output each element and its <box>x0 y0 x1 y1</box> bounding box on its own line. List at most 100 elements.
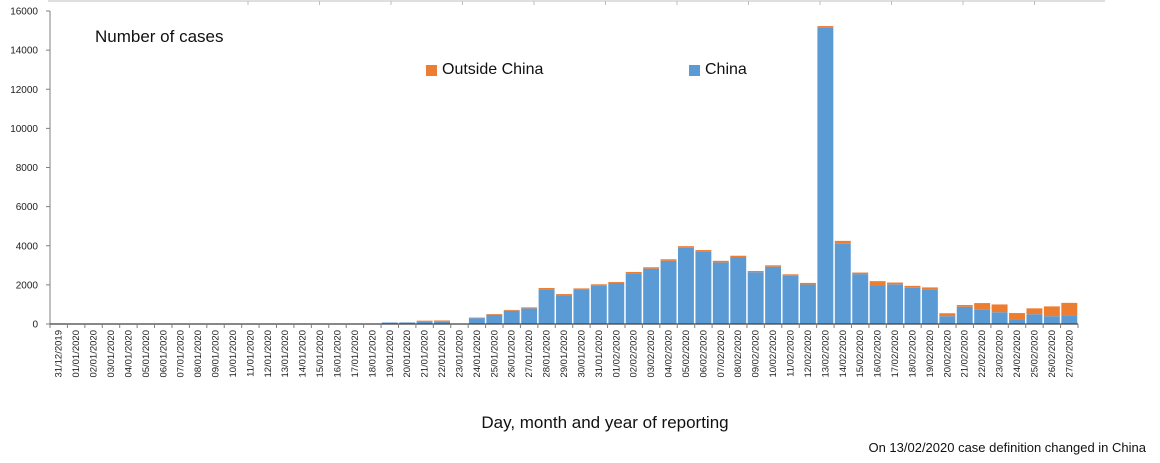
x-tick-label: 03/01/2020 <box>106 330 117 378</box>
bar-china <box>887 284 904 324</box>
x-tick-label: 16/02/2020 <box>873 330 884 378</box>
bars <box>50 26 1078 325</box>
bar-outside-china <box>1061 302 1078 316</box>
legend-item-outside-china: Outside China <box>426 61 543 79</box>
x-tick-label: 20/01/2020 <box>402 330 413 378</box>
x-tick-label: 19/02/2020 <box>925 330 936 378</box>
x-tick-label: 21/02/2020 <box>960 330 971 378</box>
bar-china <box>608 282 625 324</box>
x-tick-label: 18/01/2020 <box>367 330 378 378</box>
x-tick-label: 21/01/2020 <box>420 330 431 378</box>
y-tick-label: 4000 <box>16 241 39 252</box>
bar-china <box>1026 314 1043 324</box>
bar-china <box>1043 316 1060 324</box>
x-tick-label: 15/02/2020 <box>855 330 866 378</box>
bar-china <box>869 285 886 324</box>
bar-outside-china <box>991 304 1008 313</box>
x-tick-label: 31/12/2019 <box>54 330 65 378</box>
bar-outside-china <box>434 320 450 322</box>
x-tick-label: 08/02/2020 <box>733 330 744 378</box>
y-tick-label: 8000 <box>16 163 39 174</box>
x-tick-label: 10/01/2020 <box>228 330 239 378</box>
x-tick-label: 06/01/2020 <box>158 330 169 378</box>
x-axis: 31/12/2019 01/01/2020 02/01/2020 03/01/2020… <box>49 323 1079 378</box>
bar-outside-china <box>712 260 729 263</box>
bar-china <box>852 274 869 324</box>
bar-outside-china <box>695 250 712 252</box>
bar-outside-china <box>1026 308 1043 315</box>
bar-china <box>939 316 956 324</box>
bar-outside-china <box>782 274 799 276</box>
x-tick-label: 06/02/2020 <box>698 330 709 378</box>
x-tick-label: 17/02/2020 <box>890 330 901 378</box>
bar-outside-china <box>538 288 555 290</box>
bar-china <box>765 266 782 324</box>
bar-outside-china <box>939 313 956 317</box>
x-tick-label: 24/01/2020 <box>472 330 483 378</box>
bar-outside-china <box>974 303 991 310</box>
bar-outside-china <box>486 314 503 315</box>
x-tick-label: 08/01/2020 <box>193 330 204 378</box>
bar-china <box>573 289 590 324</box>
x-tick-label: 13/01/2020 <box>280 330 291 378</box>
bar-outside-china <box>468 317 485 319</box>
x-tick-label: 04/02/2020 <box>664 330 675 378</box>
bar-outside-china <box>678 246 694 248</box>
bar-outside-china <box>921 287 938 290</box>
bar-outside-china <box>869 281 886 286</box>
legend-item-china: China <box>689 61 747 79</box>
bar-outside-china <box>765 265 782 267</box>
bar-china <box>695 251 712 324</box>
bar-outside-china <box>799 282 816 285</box>
legend-swatch-outside-china <box>426 64 437 76</box>
bar-china <box>712 262 729 324</box>
x-tick-label: 07/02/2020 <box>716 330 727 378</box>
x-tick-label: 27/01/2020 <box>524 330 535 378</box>
bar-china <box>747 272 764 324</box>
bar-china <box>799 284 816 324</box>
bar-outside-china <box>747 270 764 273</box>
bar-outside-china <box>556 294 572 296</box>
bar-china <box>643 268 660 324</box>
x-tick-label: 25/02/2020 <box>1029 330 1040 378</box>
bar-outside-china <box>625 271 642 274</box>
bar-outside-china <box>416 320 433 322</box>
bar-outside-china <box>1009 313 1025 320</box>
y-axis: 0 2000 4000 6000 8000 10000 12000 14000 16000 <box>10 7 51 331</box>
x-tick-label: 11/01/2020 <box>245 330 256 377</box>
x-tick-label: 28/01/2020 <box>542 330 553 378</box>
bar-outside-china <box>660 259 677 261</box>
bar-china <box>1061 315 1078 324</box>
y-tick-label: 6000 <box>16 202 39 213</box>
bar-china <box>399 322 416 324</box>
bar-outside-china <box>590 284 607 286</box>
x-tick-label: 14/01/2020 <box>298 330 309 378</box>
x-tick-label: 25/01/2020 <box>489 330 500 378</box>
x-tick-label: 19/01/2020 <box>385 330 396 378</box>
y-axis-title: Number of cases <box>95 27 224 46</box>
legend-swatch-china <box>689 64 700 76</box>
x-axis-title: Day, month and year of reporting <box>481 413 729 432</box>
x-tick-label: 13/02/2020 <box>820 330 831 378</box>
x-tick-label: 12/02/2020 <box>803 330 814 378</box>
bar-outside-china <box>852 272 869 275</box>
bar-china <box>921 289 938 324</box>
x-tick-label: 23/02/2020 <box>995 330 1006 378</box>
bar-outside-china <box>904 285 921 288</box>
y-tick-label: 0 <box>32 320 38 331</box>
y-tick-label: 10000 <box>10 124 38 135</box>
x-tick-label: 02/02/2020 <box>629 330 640 378</box>
x-tick-label: 20/02/2020 <box>942 330 953 378</box>
bar-china <box>486 314 503 324</box>
legend-label-outside-china: Outside China <box>442 61 544 78</box>
x-tick-label: 11/02/2020 <box>786 330 797 377</box>
legend-label-china: China <box>705 61 747 78</box>
bar-outside-china <box>608 281 625 283</box>
bar-china <box>904 287 921 324</box>
x-tick-label: 09/02/2020 <box>751 330 762 378</box>
bar-china <box>730 257 747 324</box>
bar-outside-china <box>956 305 973 307</box>
x-tick-label: 23/01/2020 <box>454 330 465 378</box>
x-tick-label: 04/01/2020 <box>123 330 134 378</box>
